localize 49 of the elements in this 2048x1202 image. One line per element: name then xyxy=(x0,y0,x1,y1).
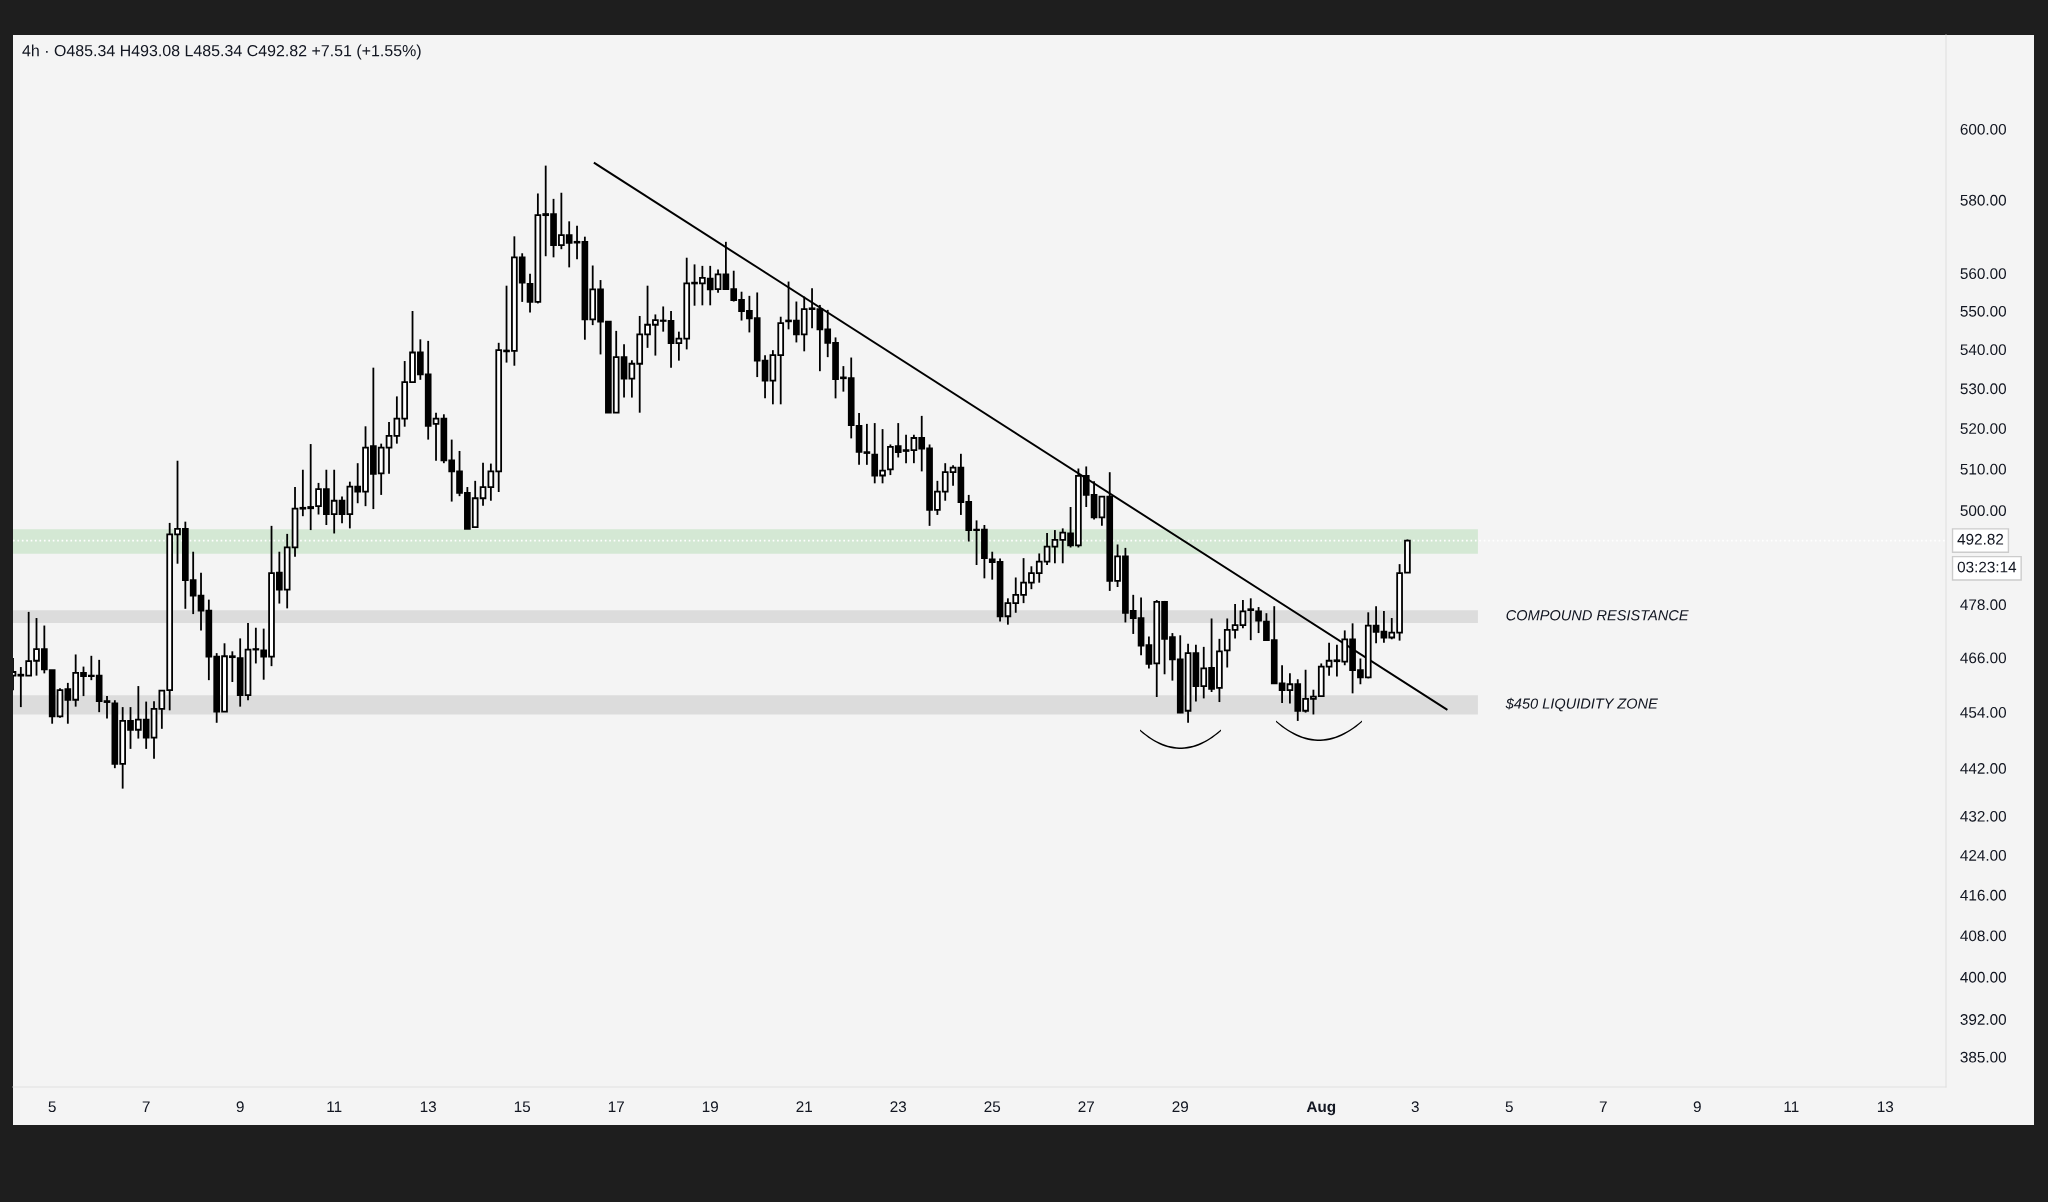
x-tick-label: 9 xyxy=(1693,1101,1701,1113)
y-tick-label: 424.00 xyxy=(1960,849,2007,861)
text: 03:23:14 xyxy=(1957,561,2017,573)
y-tick-label: 392.00 xyxy=(1960,1014,2007,1025)
candlestick xyxy=(252,626,260,665)
x-tick-label: 25 xyxy=(984,1101,1001,1113)
y-tick-label: 400.00 xyxy=(1960,971,2007,983)
x-tick-label: 11 xyxy=(1784,1101,1799,1112)
x-tick-label: 7 xyxy=(1599,1101,1607,1112)
band-label: $450 LIQUIDITY ZONE xyxy=(1505,697,1658,712)
y-tick-label: 466.00 xyxy=(1960,652,2007,664)
y-tick-label: 408.00 xyxy=(1960,930,2007,942)
x-tick-label: 7 xyxy=(142,1101,150,1112)
x-tick-label: Aug xyxy=(1306,1101,1336,1116)
x-tick-label: 15 xyxy=(514,1101,531,1113)
candlestick xyxy=(1247,597,1255,642)
y-tick-label: 510.00 xyxy=(1960,463,2007,475)
x-tick-label: 27 xyxy=(1078,1101,1094,1112)
y-tick-label: 520.00 xyxy=(1960,423,2007,434)
y-tick-label: 580.00 xyxy=(1960,194,2007,206)
x-tick-label: 5 xyxy=(48,1101,56,1113)
y-tick-label: 540.00 xyxy=(1960,344,2007,356)
y-tick-label: 478.00 xyxy=(1960,599,2007,611)
x-tick-label: 19 xyxy=(702,1101,718,1113)
x-tick-label: 9 xyxy=(236,1101,244,1113)
x-tick-label: 5 xyxy=(1505,1101,1513,1113)
y-tick-label: 600.00 xyxy=(1960,123,2007,135)
x-tick-label: 29 xyxy=(1172,1101,1189,1113)
x-tick-label: 17 xyxy=(608,1101,624,1112)
text: 4h · O485.34 H493.08 L485.34 C492.82 +7.51 (+1.55%) xyxy=(22,44,421,60)
y-tick-label: 385.00 xyxy=(1960,1051,2007,1063)
y-tick-label: 432.00 xyxy=(1960,810,2007,822)
y-tick-label: 500.00 xyxy=(1960,505,2007,517)
x-tick-label: 23 xyxy=(890,1101,907,1113)
x-tick-label: 11 xyxy=(327,1101,342,1112)
candlestick xyxy=(863,422,871,466)
x-tick-label: 13 xyxy=(420,1101,437,1113)
y-tick-label: 442.00 xyxy=(1960,763,2007,774)
y-tick-label: 416.00 xyxy=(1960,889,2007,901)
x-tick-label: 21 xyxy=(796,1101,812,1112)
x-tick-label: 3 xyxy=(1411,1101,1419,1113)
y-tick-label: 530.00 xyxy=(1960,383,2007,395)
ref-line-label: 492.82 xyxy=(1957,533,2004,545)
y-tick-label: 454.00 xyxy=(1960,707,2007,718)
x-tick-label: 13 xyxy=(1877,1101,1894,1113)
candlestick xyxy=(1239,599,1247,630)
band-label: COMPOUND RESISTANCE xyxy=(1506,610,1689,621)
y-tick-label: 550.00 xyxy=(1960,305,2007,317)
y-tick-label: 560.00 xyxy=(1960,268,2007,280)
